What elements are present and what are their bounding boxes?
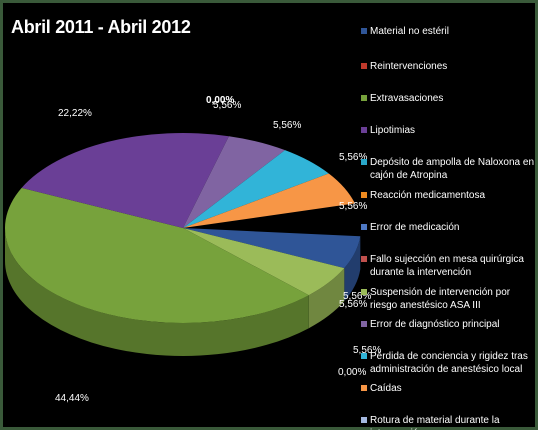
legend-swatch [361,385,367,391]
legend-label: Material no estéril [370,26,449,37]
legend-item: Depósito de ampolla de Naloxona en cajón… [361,156,538,182]
legend-swatch [361,28,367,34]
pie-data-label: 44,44% [55,393,89,404]
legend-label: Reacción medicamentosa [370,190,486,201]
pie-slice [4,187,309,323]
legend-label: Reintervenciones [370,61,448,72]
legend-label: Extravasaciones [370,93,444,104]
pie-data-label: 22,22% [58,108,92,119]
legend-swatch [361,321,367,327]
pie-slice [183,136,286,228]
legend-label: Suspensión de intervención por riesgo an… [370,287,511,311]
chart-frame: 5,56% 44,44% 22,22% 0,00% 5,56% 5,56% 5,56% 5,5… [0,0,538,430]
legend-item: Reacción medicamentosa [361,189,538,202]
legend-item: Suspensión de intervención por riesgo an… [361,286,538,312]
pie-slice [183,228,361,269]
legend-label: Fallo sujección en mesa quirúrgica duran… [370,254,524,278]
legend-item: Extravasaciones [361,92,538,105]
legend-label: Depósito de ampolla de Naloxona en cajón… [370,157,534,181]
pie-slice [183,228,345,296]
pie-data-label: 5,56% [339,201,367,212]
legend-swatch [361,95,367,101]
legend-swatch [361,192,367,198]
legend-label: Error de medicación [370,222,460,233]
pie-data-label: 0,00% [338,367,366,378]
pie-data-label: 5,56% [353,345,381,356]
pie-slice-side [5,228,309,357]
legend-label: Rotura de material durante la intervenci… [370,415,500,439]
pie-slice-side [344,236,361,302]
legend-item: Lipotimias [361,124,538,137]
legend-item: Error de medicación [361,221,538,234]
pie-slice [183,150,329,228]
legend-item: Pérdida de conciencia y rigidez tras adm… [361,350,538,376]
legend-swatch [361,224,367,230]
pie-data-label: 5,56% [213,100,241,111]
legend-swatch [361,353,367,359]
pie-slice [183,173,355,228]
legend-label: Pérdida de conciencia y rigidez tras adm… [370,351,528,375]
pie-data-label: 5,56% [339,152,367,163]
legend-item: Reintervenciones [361,60,538,73]
pie-slice [21,133,229,228]
legend-label: Caídas [370,383,402,394]
legend-item: Error de diagnóstico principal [361,318,538,331]
legend-swatch [361,289,367,295]
legend-swatch [361,417,367,423]
pie-data-label: 5,56% [343,291,371,302]
legend-swatch [361,159,367,165]
legend-item: Material no estéril [361,25,538,38]
pie-slice-side [308,268,345,329]
legend-item: Fallo sujección en mesa quirúrgica duran… [361,253,538,279]
legend-label: Lipotimias [370,125,416,136]
legend-swatch [361,127,367,133]
legend-label: Error de diagnóstico principal [370,319,500,330]
pie-chart: 5,56%44,44%22,22%0,00%5,56%5,56%5,56%5,5… [4,95,381,404]
legend-swatch [361,256,367,262]
legend-item: Rotura de material durante la intervenci… [361,414,538,440]
pie-data-label: 5,56% [273,120,301,131]
pie-data-label: 0,00% [206,95,234,106]
chart-title: Abril 2011 - Abril 2012 [11,17,191,37]
legend-item: Caídas [361,382,538,395]
pie-data-label: 5,56% [339,299,367,310]
legend-swatch [361,63,367,69]
